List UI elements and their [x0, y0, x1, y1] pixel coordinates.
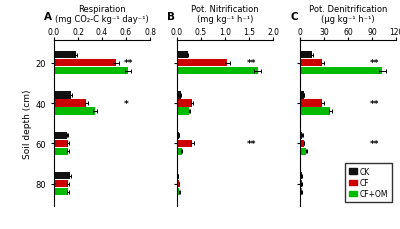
Bar	[177, 188, 179, 196]
Bar	[177, 60, 228, 67]
Bar	[54, 52, 76, 59]
Bar	[300, 132, 302, 139]
Bar	[300, 188, 302, 196]
Text: **: **	[247, 139, 256, 148]
Bar	[177, 108, 190, 115]
Bar	[54, 68, 128, 75]
Bar	[177, 52, 188, 59]
Y-axis label: Soil depth (cm): Soil depth (cm)	[22, 89, 32, 158]
Bar	[300, 172, 302, 180]
Text: *: *	[124, 99, 129, 108]
Bar	[300, 52, 312, 59]
Title: Pot. Denitrification
(µg kg⁻¹ h⁻¹): Pot. Denitrification (µg kg⁻¹ h⁻¹)	[309, 5, 387, 24]
Title: Pot. Nitrification
(mg kg⁻¹ h⁻¹): Pot. Nitrification (mg kg⁻¹ h⁻¹)	[191, 5, 259, 24]
Bar	[300, 100, 322, 107]
Text: **: **	[370, 139, 380, 148]
Bar	[54, 108, 95, 115]
Bar	[300, 108, 330, 115]
Bar	[54, 132, 67, 139]
Bar	[54, 172, 70, 180]
Bar	[177, 140, 192, 147]
Legend: CK, CF, CF+OM: CK, CF, CF+OM	[345, 163, 392, 202]
Bar	[300, 92, 304, 99]
Bar	[54, 60, 116, 67]
Bar	[177, 172, 178, 180]
Bar	[177, 92, 181, 99]
Text: **: **	[124, 59, 134, 68]
Bar	[300, 68, 382, 75]
Bar	[177, 68, 258, 75]
Text: **: **	[247, 59, 256, 68]
Bar	[54, 188, 68, 196]
Text: C: C	[290, 11, 298, 22]
Bar	[54, 100, 86, 107]
Bar	[300, 140, 304, 147]
Bar	[54, 140, 68, 147]
Text: A: A	[44, 11, 52, 22]
Text: **: **	[370, 59, 380, 68]
Bar	[300, 180, 302, 188]
Bar	[177, 132, 179, 139]
Text: **: **	[370, 99, 380, 108]
Bar	[177, 180, 179, 188]
Bar	[300, 60, 322, 67]
Bar	[177, 148, 182, 155]
Title: Respiration
(mg CO₂-C kg⁻¹ day⁻¹): Respiration (mg CO₂-C kg⁻¹ day⁻¹)	[55, 5, 149, 24]
Bar	[54, 92, 71, 99]
Text: B: B	[167, 11, 175, 22]
Bar	[54, 180, 68, 188]
Bar	[177, 100, 192, 107]
Bar	[300, 148, 306, 155]
Bar	[54, 148, 68, 155]
